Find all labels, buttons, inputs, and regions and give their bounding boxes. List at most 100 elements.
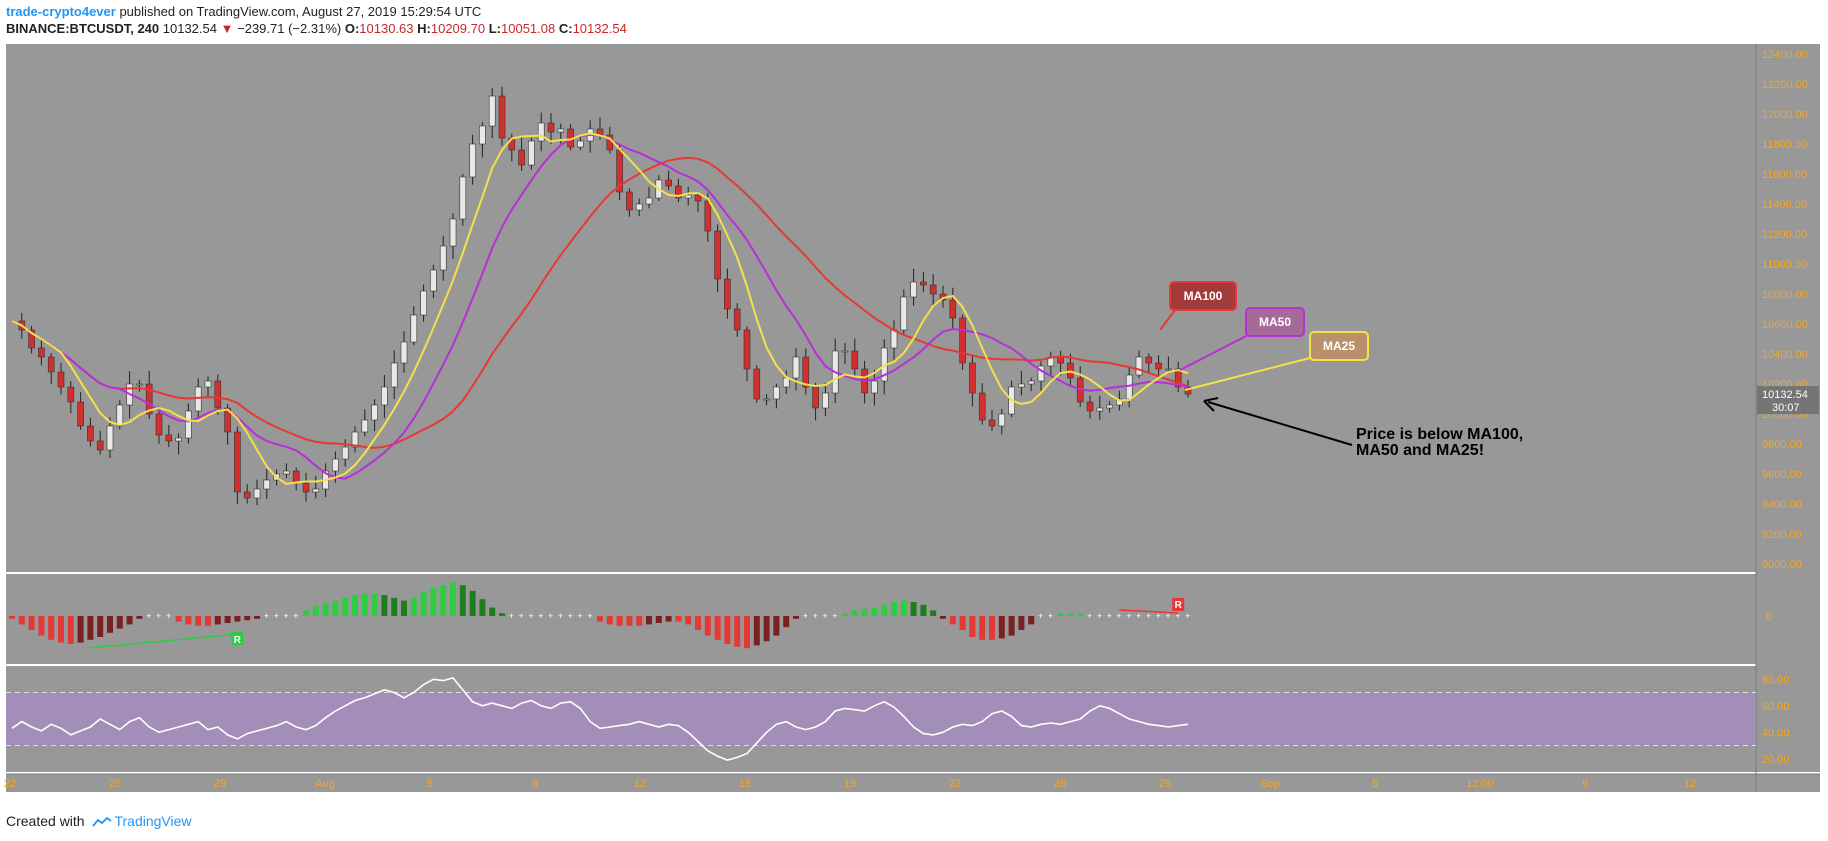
candle-body: [1018, 383, 1025, 388]
candle-body: [812, 386, 819, 409]
hist-bar: [959, 616, 966, 630]
candle-body: [900, 296, 908, 331]
hist-bar: [322, 603, 329, 616]
hist-bar: [675, 616, 682, 622]
hist-zero-mark: +: [813, 611, 818, 621]
hist-bar: [930, 610, 937, 616]
close-value: 10132.54: [572, 21, 627, 36]
hist-zero-mark: +: [1087, 611, 1092, 621]
candle-body: [978, 392, 986, 421]
hist-bar: [234, 616, 241, 622]
hist-zero-mark: +: [538, 611, 543, 621]
hist-zero-mark: +: [166, 611, 171, 621]
hist-bar: [891, 602, 897, 616]
hist-zero-mark: +: [568, 611, 573, 621]
symbol-label: BINANCE:BTCUSDT, 240: [6, 21, 160, 36]
price-chart[interactable]: 12400.00 12200.00 12000.00 11800.00 11600.00…: [0, 40, 1828, 805]
hist-bar: [940, 616, 946, 619]
hist-bar: [606, 616, 613, 625]
hist-bar: [38, 616, 45, 636]
hist-zero-mark: +: [274, 611, 279, 621]
hist-bar: [616, 616, 623, 626]
hist-bar: [920, 604, 927, 616]
candle-body: [469, 143, 476, 178]
price-tick-label: 9600.00: [1762, 469, 1802, 481]
time-tick-label: Sep: [1260, 778, 1280, 790]
hist-bar: [842, 613, 848, 616]
candle-body: [292, 470, 300, 484]
published-text: published on TradingView.com, August 27,…: [115, 4, 482, 19]
hist-zero-mark: +: [577, 611, 582, 621]
candle-body: [459, 176, 467, 220]
time-tick-label: Aug: [315, 778, 335, 790]
candle-body: [77, 401, 84, 427]
hist-bar: [254, 616, 260, 619]
hist-zero-mark: +: [587, 611, 592, 621]
divergence-line-bull: [90, 633, 238, 649]
price-note-line: MA50 and MA25!: [1356, 442, 1484, 459]
hist-bar: [205, 616, 211, 626]
candle-body: [1116, 398, 1123, 406]
hist-bar: [371, 593, 378, 616]
price-tick-label: 12400.00: [1762, 49, 1808, 61]
hist-bar: [655, 616, 662, 623]
candle-body: [351, 431, 359, 448]
hist-zero-mark: +: [822, 611, 827, 621]
tradingview-link[interactable]: TradingView: [114, 813, 192, 829]
time-tick-label: 29: [214, 778, 226, 790]
hist-bar: [450, 582, 456, 616]
hist-bar: [714, 616, 721, 640]
candle-body: [675, 185, 682, 199]
last-price: 10132.54: [162, 21, 217, 36]
hist-bar: [58, 616, 64, 643]
rsi-band: [6, 692, 1756, 746]
price-tick-label: 12000.00: [1762, 109, 1808, 121]
ma100-callout: [1169, 281, 1237, 311]
hist-zero-mark: +: [509, 611, 514, 621]
candle-body: [645, 197, 653, 205]
candle-body: [792, 356, 800, 379]
hist-bar: [998, 616, 1005, 639]
hist-bar: [773, 616, 780, 636]
candle-body: [557, 128, 565, 133]
candle-body: [1145, 356, 1153, 364]
time-tick-label: 25: [109, 778, 121, 790]
time-axis-area: [6, 774, 1820, 792]
candle-body: [537, 122, 545, 142]
price-tick-label: 11000.00: [1762, 259, 1807, 271]
hist-bar: [214, 616, 221, 625]
change-arrow: ▼: [220, 21, 234, 36]
candle-body: [1155, 362, 1162, 370]
candle-body: [547, 122, 555, 133]
candle-body: [635, 203, 643, 211]
candle-body: [518, 149, 525, 166]
hist-bar: [87, 616, 94, 640]
candle-body: [949, 299, 957, 319]
hist-zero-mark: +: [146, 611, 151, 621]
candle-body: [145, 383, 153, 415]
time-tick-label: 9: [1582, 778, 1588, 790]
price-change: −239.71 (−2.31%): [237, 21, 342, 36]
candle-body: [400, 341, 408, 364]
hist-bar: [361, 593, 368, 616]
candle-body: [724, 278, 731, 310]
publish-info: trade-crypto4ever published on TradingVi…: [6, 4, 481, 19]
candle-body: [684, 194, 692, 199]
hist-zero-mark: +: [1048, 611, 1053, 621]
candle-body: [28, 329, 35, 349]
candle-body: [185, 410, 192, 439]
candle-body: [773, 386, 780, 400]
price-note-line: Price is below MA100,: [1356, 426, 1523, 443]
rsi-tick-label: 40.00: [1762, 727, 1790, 739]
hist-bar: [1008, 616, 1015, 636]
hist-zero-mark: +: [1136, 611, 1141, 621]
candle-body: [910, 281, 917, 298]
hist-bar: [861, 609, 868, 616]
author-link[interactable]: trade-crypto4ever: [6, 4, 116, 19]
symbol-info: BINANCE:BTCUSDT, 240 10132.54 ▼ −239.71 …: [6, 21, 627, 36]
candle-body: [969, 362, 976, 394]
hist-zero-mark: +: [293, 611, 298, 621]
hist-bar: [744, 616, 750, 649]
divergence-marker-bear-label: R: [1175, 600, 1183, 611]
countdown-label: 30:07: [1772, 402, 1800, 414]
